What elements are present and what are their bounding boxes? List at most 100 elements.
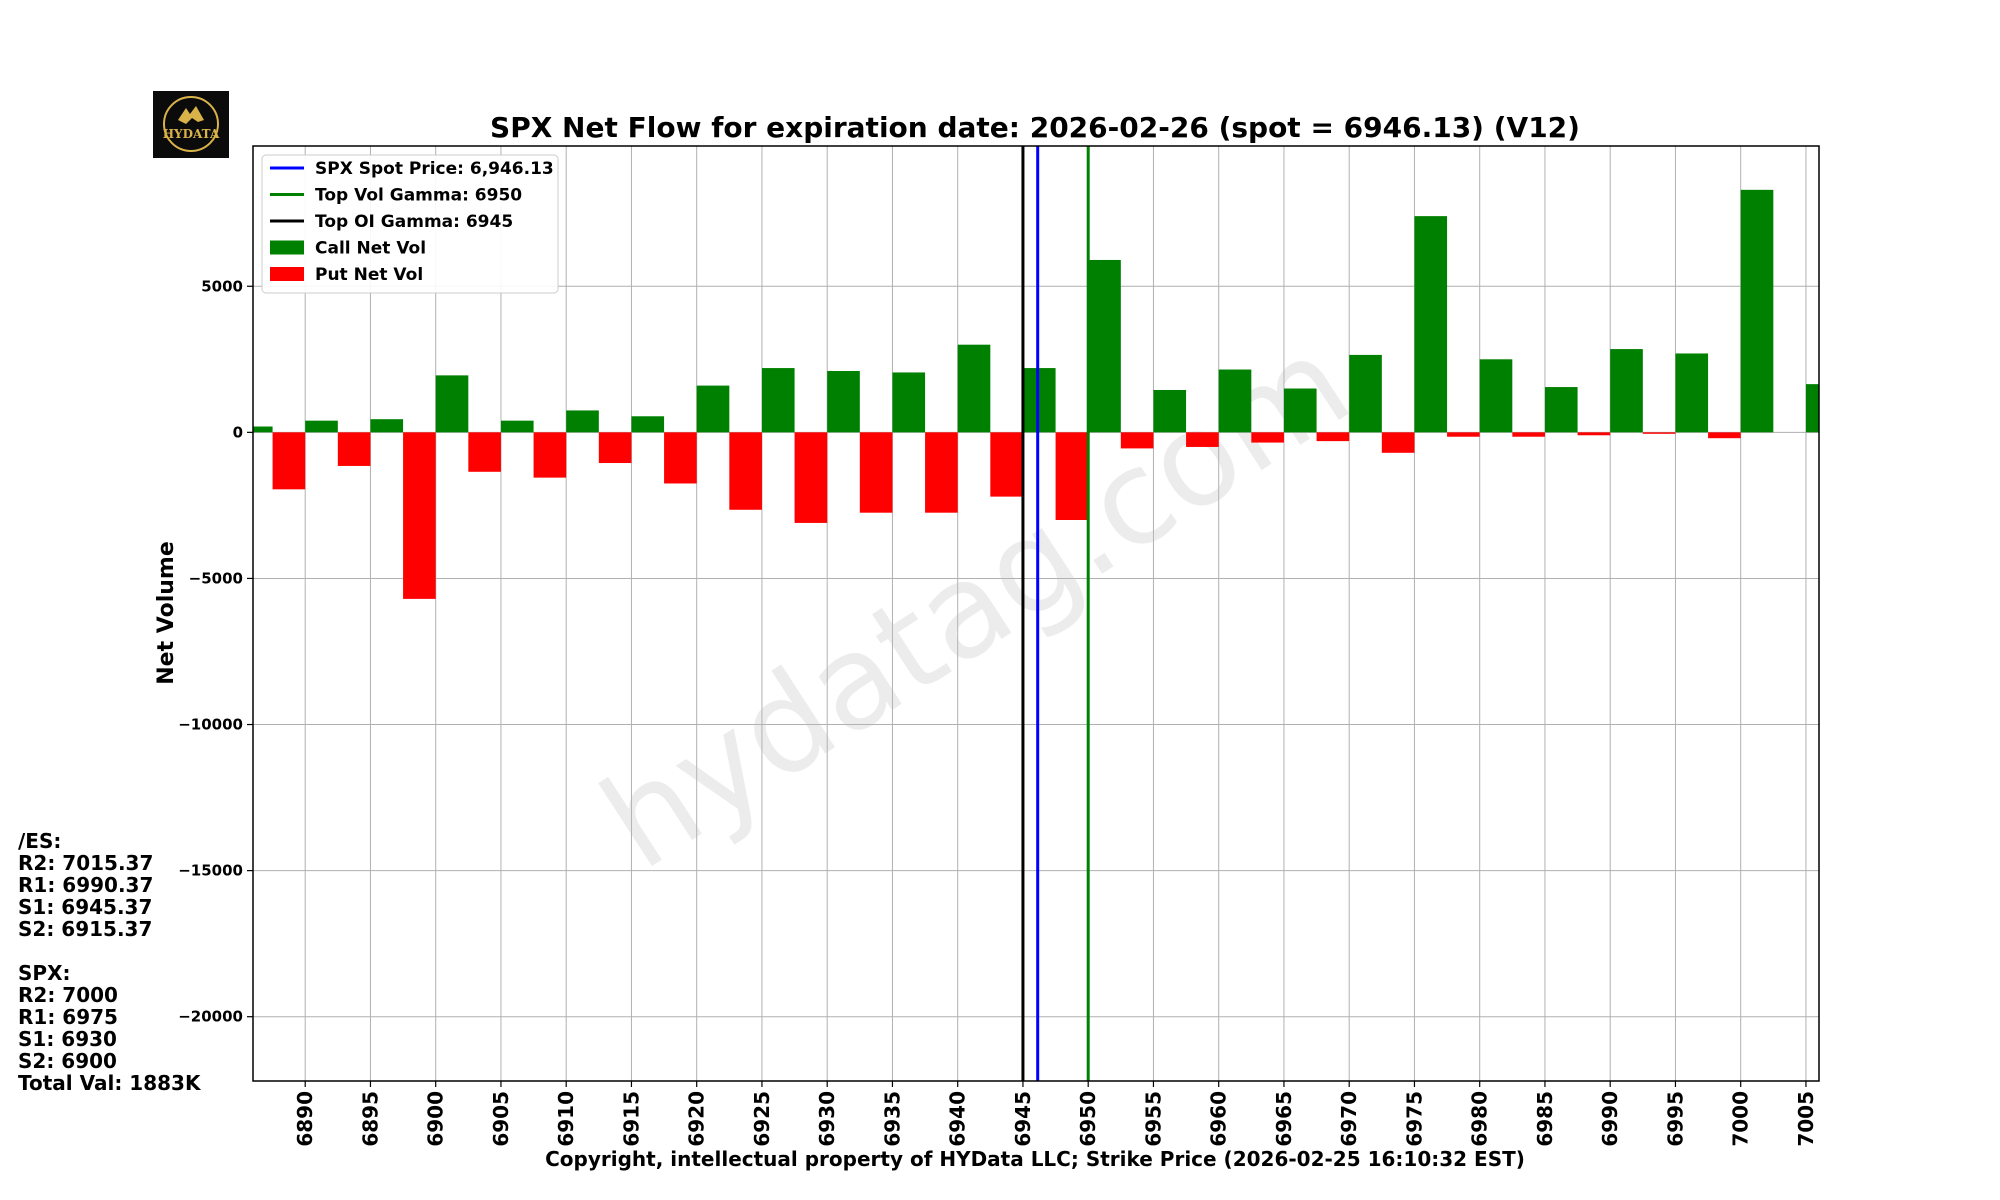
put-bar-6960: [1186, 432, 1219, 447]
call-bar-6970: [1349, 354, 1382, 433]
call-bar-6950: [1088, 259, 1121, 433]
call-bar-6920: [696, 385, 730, 433]
y-axis: 5000 0 −5000 −10000 −15000 −20000: [178, 277, 253, 1026]
call-bar-6940: [957, 344, 991, 433]
x-tick-label: 6980: [1468, 1091, 1492, 1147]
put-bar-6890: [272, 432, 306, 490]
legend-put-label: Put Net Vol: [315, 265, 423, 285]
x-tick-label: 6990: [1598, 1091, 1622, 1147]
legend: SPX Spot Price: 6,946.13 Top Vol Gamma: 6…: [261, 154, 559, 294]
x-tick-label: 6935: [880, 1091, 904, 1147]
put-bar-6950: [1055, 432, 1089, 520]
reference-lines: [1021, 146, 1090, 1081]
call-bar-6960: [1218, 369, 1252, 433]
call-bar-6885: [253, 426, 273, 433]
call-bar-6980: [1479, 359, 1513, 433]
call-bar-6890: [305, 420, 338, 433]
x-tick-label: 6970: [1337, 1091, 1361, 1147]
call-bar-6905: [500, 420, 534, 433]
legend-spot-label: SPX Spot Price: 6,946.13: [315, 159, 554, 179]
put-bar-6975: [1381, 432, 1415, 453]
put-bar-6980: [1447, 432, 1480, 437]
x-tick-label: 6895: [358, 1091, 382, 1147]
es-r1: R1: 6990.37: [18, 873, 154, 897]
call-bar-6925: [761, 368, 795, 433]
x-tick-label: 6940: [946, 1091, 970, 1147]
x-tick-label: 6910: [554, 1091, 578, 1147]
x-tick-label: 6950: [1076, 1091, 1100, 1147]
x-tick-label: 7005: [1794, 1091, 1818, 1147]
y-axis-label: Net Volume: [154, 541, 179, 685]
call-bar-6965: [1283, 388, 1317, 433]
call-bar-6895: [370, 419, 404, 433]
y-tick-label: 0: [233, 423, 243, 441]
put-bar-6955: [1120, 432, 1154, 449]
call-bar-7000: [1740, 189, 1774, 433]
call-bar-6995: [1675, 353, 1709, 433]
levels-panel: /ES: R2: 7015.37 R1: 6990.37 S1: 6945.37…: [18, 830, 200, 1094]
spx-s2: S2: 6900: [18, 1049, 117, 1073]
put-bar-7000: [1708, 432, 1741, 439]
y-tick-label: −20000: [178, 1008, 243, 1026]
call-bar-6990: [1610, 349, 1643, 433]
put-bar-6920: [664, 432, 697, 484]
call-bar-6955: [1153, 389, 1187, 433]
x-tick-label: 6955: [1141, 1091, 1165, 1147]
put-bar-6990: [1577, 432, 1611, 436]
y-tick-label: −15000: [178, 862, 243, 880]
call-bar-6900: [435, 375, 469, 433]
spx-header: SPX:: [18, 961, 71, 985]
x-tick-label: 6995: [1663, 1091, 1687, 1147]
es-s2: S2: 6915.37: [18, 917, 153, 941]
legend-box: [261, 154, 559, 294]
y-tick-label: −5000: [189, 569, 243, 587]
put-bar-6970: [1316, 432, 1350, 442]
x-tick-label: 6925: [750, 1091, 774, 1147]
put-bar-6965: [1251, 432, 1284, 443]
spx-r2: R2: 7000: [18, 983, 118, 1007]
put-bar-6900: [403, 432, 436, 599]
x-tick-label: 6900: [424, 1091, 448, 1147]
call-bar-6935: [892, 372, 926, 433]
x-tick-label: 6890: [293, 1091, 317, 1147]
x-tick-label: 6965: [1272, 1091, 1296, 1147]
put-bar-6945: [990, 432, 1023, 497]
x-tick-label: 6960: [1207, 1091, 1231, 1147]
logo-text: HYDATA: [163, 127, 220, 141]
put-bar-6915: [598, 432, 632, 464]
put-bar-6905: [468, 432, 501, 472]
legend-call-swatch: [270, 240, 304, 255]
legend-oi-gamma-label: Top OI Gamma: 6945: [315, 212, 513, 232]
chart-title: SPX Net Flow for expiration date: 2026-0…: [490, 111, 1580, 144]
y-tick-label: 5000: [201, 277, 243, 295]
put-bar-6895: [337, 432, 371, 466]
legend-vol-gamma-label: Top Vol Gamma: 6950: [315, 186, 522, 206]
put-bar-6985: [1512, 432, 1545, 437]
legend-call-label: Call Net Vol: [315, 239, 426, 259]
x-tick-label: 6920: [685, 1091, 709, 1147]
put-bar-6910: [533, 432, 567, 478]
es-r2: R2: 7015.37: [18, 851, 154, 875]
x-tick-label: 6945: [1011, 1091, 1035, 1147]
call-bar-6915: [631, 416, 665, 433]
x-tick-label: 6930: [815, 1091, 839, 1147]
bars: [253, 189, 1819, 599]
x-tick-label: 6905: [489, 1091, 513, 1147]
call-bar-6985: [1544, 387, 1578, 433]
legend-put-swatch: [270, 267, 304, 281]
x-tick-label: 7000: [1729, 1091, 1753, 1147]
es-s1: S1: 6945.37: [18, 895, 153, 919]
put-bar-6930: [794, 432, 828, 523]
x-tick-label: 6915: [619, 1091, 643, 1147]
put-bar-6940: [925, 432, 958, 513]
x-axis: 6890 6895 6900 6905 6910 6915 6920 6925 6930 6935…: [293, 1081, 1818, 1147]
x-tick-label: 6985: [1533, 1091, 1557, 1147]
plot-frame: [252, 145, 1820, 1082]
call-bar-7005: [1805, 384, 1819, 433]
spx-r1: R1: 6975: [18, 1005, 118, 1029]
call-bar-6910: [566, 410, 599, 433]
call-bar-6975: [1414, 216, 1448, 433]
y-tick-label: −10000: [178, 716, 243, 734]
x-tick-label: 6975: [1402, 1091, 1426, 1147]
